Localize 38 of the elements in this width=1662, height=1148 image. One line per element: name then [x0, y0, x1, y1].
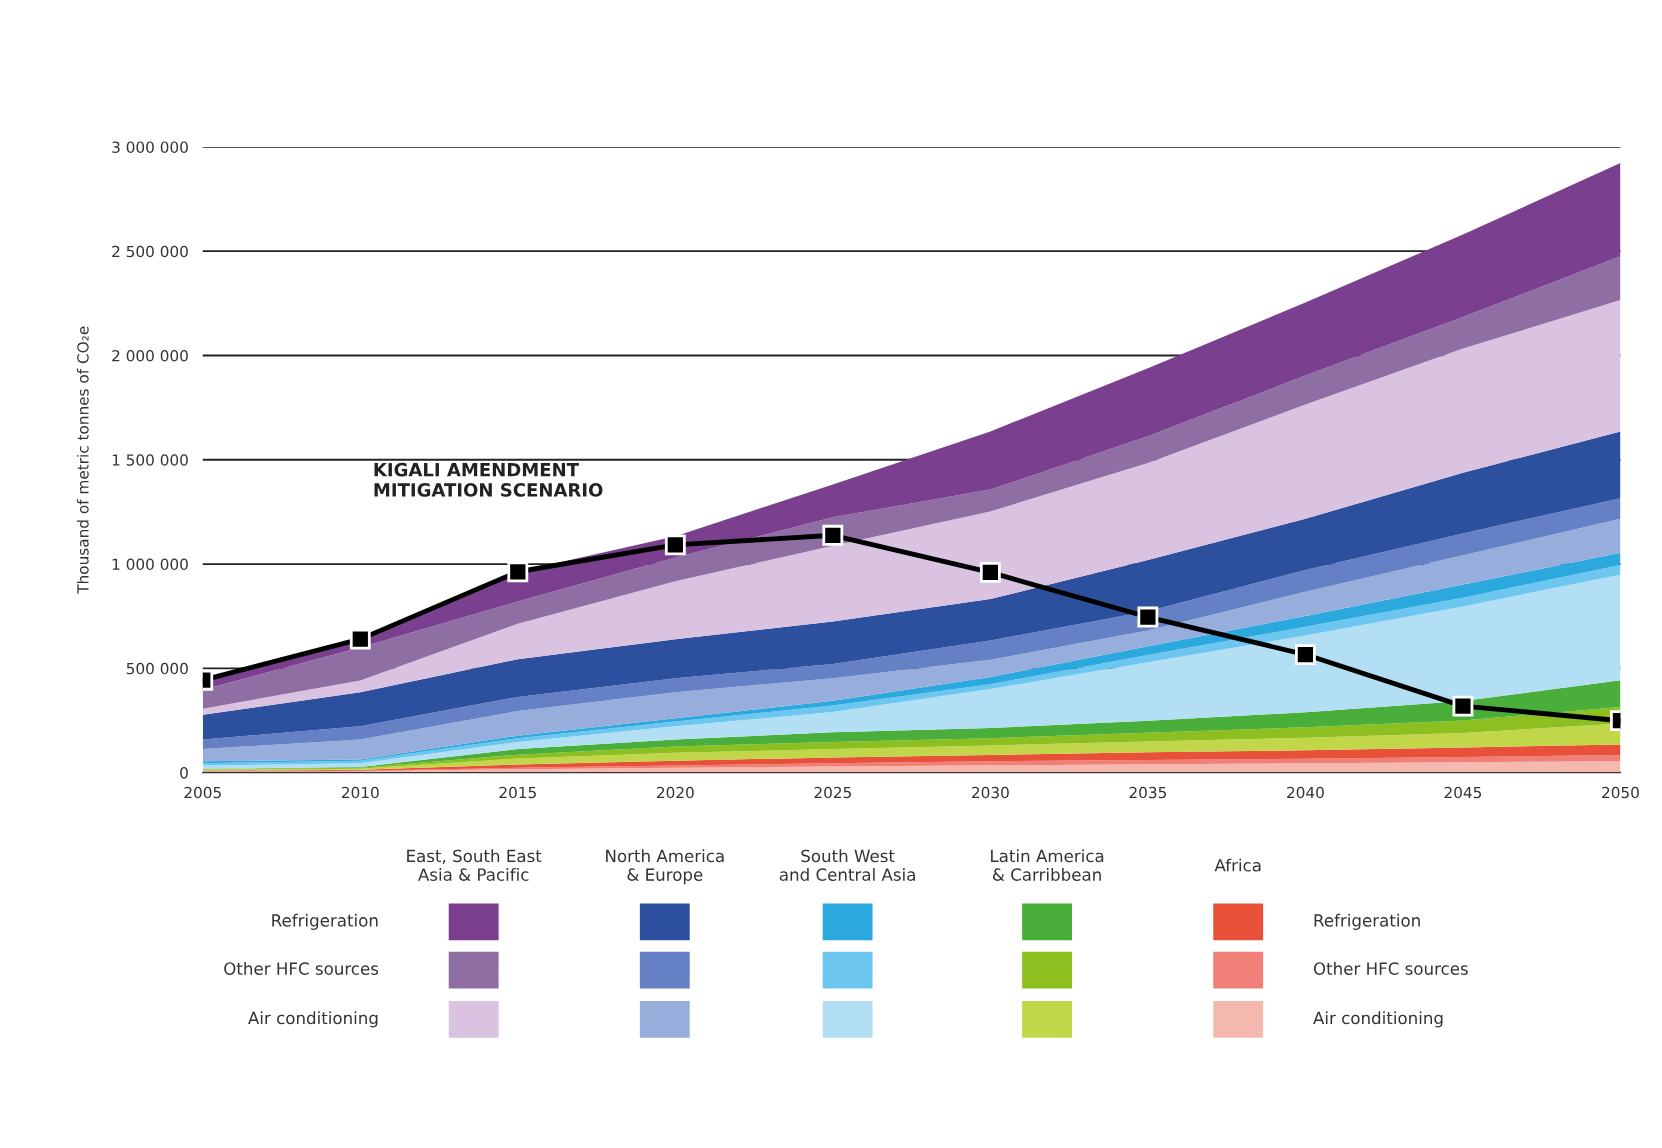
- x-tick-label: 2010: [341, 786, 379, 799]
- point: [349, 628, 371, 650]
- x-tick-label: 2045: [1444, 786, 1482, 799]
- text: North America & Europe: [606, 849, 724, 885]
- y-tick-label: 1 500 000: [112, 454, 188, 466]
- y-tick-label: 3 000 000: [112, 141, 188, 153]
- point: [507, 561, 529, 583]
- text: Air conditioning: [1313, 1011, 1443, 1028]
- x-tick-label: 2040: [1287, 786, 1324, 799]
- text: Other HFC sources: [1313, 961, 1468, 975]
- x-tick-label: 2035: [1129, 786, 1166, 799]
- text: Air conditioning: [248, 1011, 378, 1028]
- text: KIGALI AMENDMENT MITIGATION SCENARIO: [374, 462, 603, 497]
- point: [822, 524, 844, 546]
- y-tick-label: 2 000 000: [112, 349, 188, 362]
- y-axis-title: Thousand of metric tonnes of CO₂e: [76, 326, 89, 594]
- y-tick-label: 500 000: [126, 662, 188, 675]
- x-tick-label: 2050: [1602, 786, 1639, 799]
- point: [1294, 644, 1316, 665]
- text: South West and Central Asia: [779, 849, 915, 881]
- text: Latin America & Carribbean: [991, 849, 1104, 881]
- point: [979, 561, 1001, 583]
- text: East, South East Asia & Pacific: [407, 849, 542, 881]
- point: [1452, 695, 1474, 717]
- y-tick-label: 1 000 000: [112, 558, 188, 571]
- point: [1137, 606, 1159, 628]
- x-tick-label: 2015: [499, 786, 536, 799]
- text: Other HFC sources: [224, 961, 379, 975]
- point: [664, 534, 686, 556]
- y-tick-label: 0: [180, 767, 188, 779]
- y-tick-label: 2 500 000: [112, 245, 188, 258]
- text: Africa: [1214, 858, 1261, 872]
- x-tick-label: 2025: [814, 786, 851, 799]
- x-tick-label: 2020: [657, 786, 694, 799]
- x-tick-label: 2030: [972, 786, 1009, 799]
- text: Refrigeration: [1314, 913, 1420, 930]
- text: Refrigeration: [272, 913, 378, 930]
- x-tick-label: 2005: [184, 786, 221, 799]
